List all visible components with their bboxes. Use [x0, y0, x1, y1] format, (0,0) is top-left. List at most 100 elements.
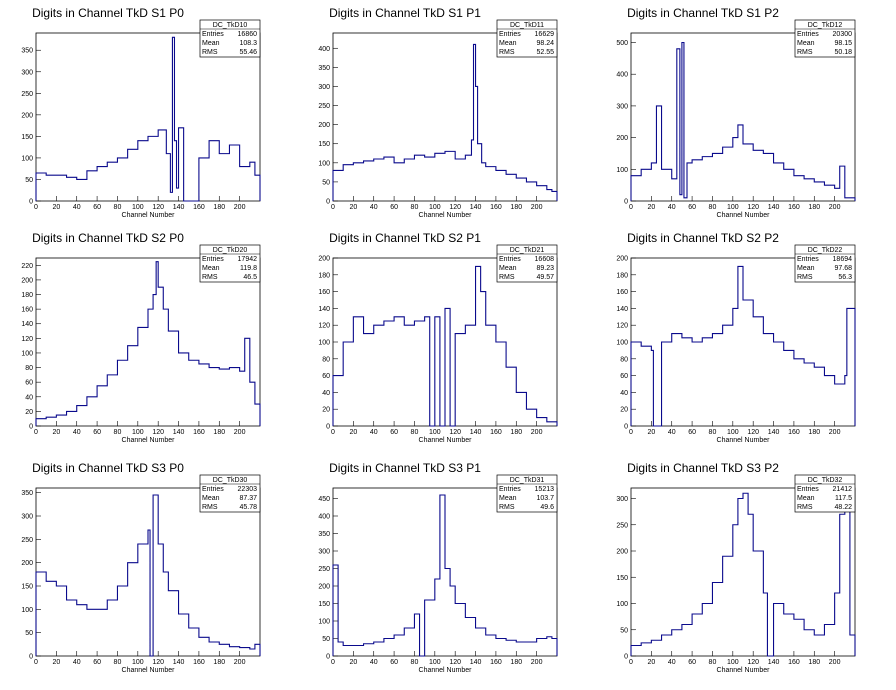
x-tick-label: 40 — [370, 659, 378, 666]
x-tick-label: 20 — [647, 659, 655, 666]
histogram-panel-4: Digits in Channel TkD S2 P0 0 20 40 60 80 100 1… — [21, 231, 261, 444]
y-tick-label: 40 — [322, 390, 330, 397]
stats-name: DC_TkD32 — [808, 477, 843, 484]
histogram-panel-7: Digits in Channel TkD S3 P00501001502002… — [21, 461, 261, 674]
stats-value: 52.55 — [536, 49, 554, 56]
x-tick-label: 200 — [531, 204, 543, 211]
stats-value: 46.5 — [243, 274, 257, 281]
stats-label: Mean — [202, 495, 220, 502]
x-tick-label: 20 — [52, 204, 60, 211]
y-tick-label: 140 — [318, 306, 330, 313]
y-tick-label: 0 — [29, 424, 33, 431]
x-tick-label: 180 — [213, 659, 225, 666]
histogram-panel-3: Digits in Channel TkD S1 P20100200300400… — [616, 6, 856, 219]
y-tick-label: 20 — [620, 407, 628, 414]
y-tick-label: 160 — [21, 307, 33, 314]
x-tick-label: 160 — [788, 659, 800, 666]
x-tick-label: 200 — [531, 429, 543, 436]
x-tick-label: 180 — [808, 204, 820, 211]
plot-frame — [35, 257, 261, 427]
x-tick-label: 180 — [808, 659, 820, 666]
histogram-panel-5: Digits in Channel TkD S2 P1 0 20 40 60 80 100 1… — [318, 231, 558, 444]
plot-title: Digits in Channel TkD S1 P0 — [32, 6, 184, 20]
x-tick-label: 40 — [370, 429, 378, 436]
y-tick-label: 150 — [21, 584, 33, 591]
x-tick-label: 100 — [429, 204, 441, 211]
plot-title: Digits in Channel TkD S1 P2 — [627, 6, 779, 20]
stats-name: DC_TkD21 — [510, 247, 545, 254]
x-tick-label: 180 — [213, 204, 225, 211]
y-tick-label: 300 — [318, 84, 330, 91]
stats-value: 98.15 — [834, 40, 852, 47]
y-tick-label: 150 — [21, 134, 33, 141]
y-tick-label: 350 — [21, 490, 33, 497]
stats-box — [496, 19, 558, 58]
histogram-series — [332, 43, 558, 201]
x-tick-label: 180 — [510, 204, 522, 211]
y-tick-label: 50 — [322, 636, 330, 643]
stats-label: Entries — [202, 256, 224, 263]
stats-box — [496, 474, 558, 513]
y-tick-label: 100 — [21, 350, 33, 357]
x-tick-label: 20 — [52, 659, 60, 666]
y-tick-label: 40 — [620, 390, 628, 397]
x-tick-label: 100 — [727, 429, 739, 436]
stats-label: Entries — [202, 31, 224, 38]
stats-value: 20300 — [833, 31, 853, 38]
x-tick-label: 160 — [490, 659, 502, 666]
x-tick-label: 40 — [73, 659, 81, 666]
x-axis-label: Channel Number — [122, 667, 176, 674]
x-tick-label: 20 — [52, 429, 60, 436]
y-tick-label: 50 — [322, 179, 330, 186]
y-tick-label: 160 — [616, 289, 628, 296]
y-tick-label: 250 — [318, 566, 330, 573]
histogram-series — [332, 265, 558, 427]
x-tick-label: 140 — [173, 429, 185, 436]
histogram-series — [630, 492, 856, 657]
stats-value: 87.37 — [239, 495, 257, 502]
stats-box — [794, 19, 856, 58]
x-tick-label: 120 — [747, 204, 759, 211]
histogram-panel-2: Digits in Channel TkD S1 P10501001502002… — [318, 6, 558, 219]
x-tick-label: 120 — [449, 429, 461, 436]
y-tick-label: 0 — [29, 199, 33, 206]
stats-name: DC_TkD10 — [213, 22, 248, 29]
x-tick-label: 100 — [727, 204, 739, 211]
stats-label: RMS — [797, 49, 813, 56]
x-axis-label: Channel Number — [717, 437, 771, 444]
x-tick-label: 200 — [234, 429, 246, 436]
y-tick-label: 80 — [620, 356, 628, 363]
y-tick-label: 500 — [616, 40, 628, 47]
y-tick-label: 140 — [21, 321, 33, 328]
x-tick-label: 140 — [768, 659, 780, 666]
stats-value: 16629 — [535, 31, 555, 38]
stats-label: Mean — [499, 495, 517, 502]
x-tick-label: 80 — [709, 204, 717, 211]
x-tick-label: 140 — [173, 204, 185, 211]
x-tick-label: 180 — [808, 429, 820, 436]
stats-name: DC_TkD30 — [213, 477, 248, 484]
stats-label: Entries — [797, 256, 819, 263]
y-tick-label: 60 — [620, 373, 628, 380]
stats-name: DC_TkD12 — [808, 22, 843, 29]
x-tick-label: 80 — [114, 659, 122, 666]
x-tick-label: 40 — [73, 204, 81, 211]
x-axis-label: Channel Number — [717, 667, 771, 674]
y-tick-label: 200 — [318, 256, 330, 263]
stats-value: 15213 — [535, 486, 555, 493]
plot-frame — [630, 487, 856, 657]
stats-value: 45.78 — [239, 504, 257, 511]
x-tick-label: 60 — [93, 429, 101, 436]
y-tick-label: 160 — [318, 289, 330, 296]
x-tick-label: 140 — [173, 659, 185, 666]
stats-value: 55.46 — [239, 49, 257, 56]
x-tick-label: 60 — [93, 659, 101, 666]
x-tick-label: 40 — [73, 429, 81, 436]
stats-value: 48.22 — [834, 504, 852, 511]
y-tick-label: 200 — [616, 549, 628, 556]
x-tick-label: 100 — [132, 659, 144, 666]
y-tick-label: 60 — [322, 373, 330, 380]
x-tick-label: 20 — [349, 659, 357, 666]
x-tick-label: 60 — [390, 204, 398, 211]
